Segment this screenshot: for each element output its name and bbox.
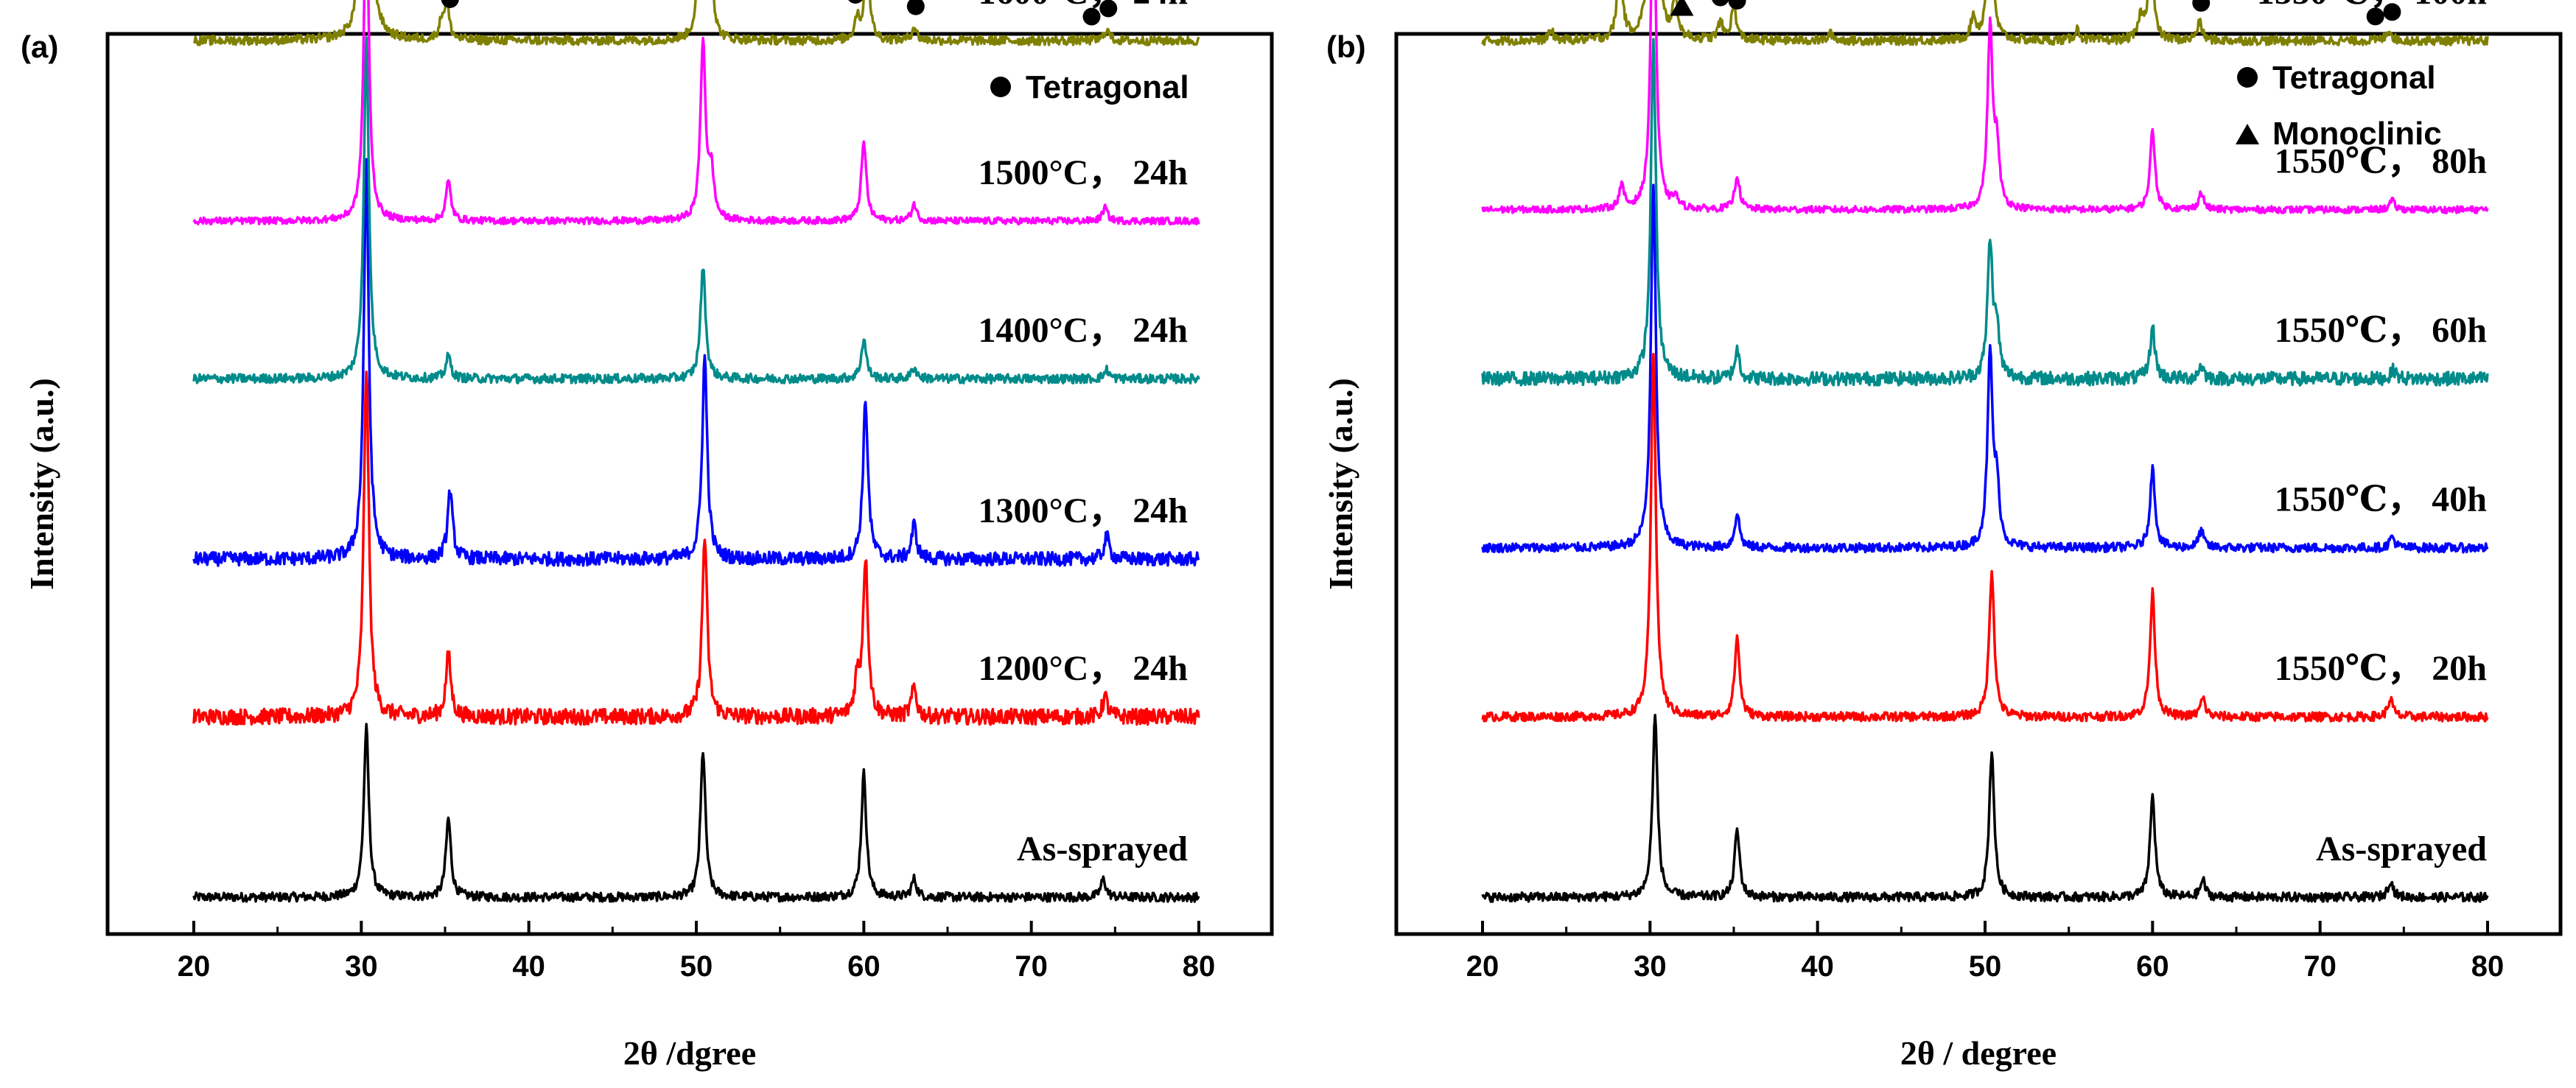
series-label: 1550℃， 40h <box>2275 480 2487 519</box>
x-tick-label: 20 <box>1466 950 1499 983</box>
tetragonal-marker <box>1082 7 1101 26</box>
tetragonal-marker <box>441 0 459 8</box>
series-label: 1550℃， 20h <box>2275 649 2487 688</box>
series-label: 1500°C， 24h <box>978 153 1188 192</box>
x-tick-label: 60 <box>2136 950 2169 983</box>
x-tick-label: 70 <box>2303 950 2337 983</box>
tetragonal-marker <box>906 0 925 15</box>
xrd-series-line <box>1481 0 2489 214</box>
panel-b-legend: Tetragonal Monoclinic <box>2236 60 2442 152</box>
x-tick-label: 60 <box>847 950 881 983</box>
panel-a-series-labels: As-sprayed 1200°C， 24h 1300°C， 24h 1400°C， … <box>978 0 1188 868</box>
panel-a-label: (a) <box>21 29 58 64</box>
series-label: 1550℃， 80h <box>2275 142 2487 181</box>
panel-a: (a) 20 30 40 50 60 70 80 As-sprayed 1200°C， 24h… <box>21 0 1274 1072</box>
legend-tetragonal-label: Tetragonal <box>2272 60 2436 96</box>
x-tick-label: 50 <box>1969 950 2002 983</box>
xrd-series-line <box>1481 38 2489 387</box>
series-label: 1400°C， 24h <box>978 311 1188 350</box>
tetragonal-marker <box>1728 0 1746 10</box>
panel-b-label: (b) <box>1326 29 1366 64</box>
panel-a-x-axis-label: 2θ /dgree <box>623 1034 756 1072</box>
legend-circle-icon <box>990 77 1011 97</box>
tetragonal-marker <box>1712 0 1729 7</box>
panel-a-series-group <box>192 0 1200 903</box>
xrd-series-line <box>1481 713 2489 903</box>
panel-b: (b) 20 30 40 50 60 70 80 As-sprayed 1550℃， 20h 1… <box>1322 0 2563 1072</box>
x-tick-label: 40 <box>512 950 545 983</box>
x-tick-label: 50 <box>680 950 713 983</box>
series-label: 1550℃， 100h <box>2257 0 2487 12</box>
panel-b-x-axis-label: 2θ / degree <box>1900 1034 2057 1072</box>
legend-circle-icon <box>2237 67 2258 88</box>
series-label: 1600°C， 24h <box>978 0 1188 12</box>
xrd-series-line <box>1481 183 2489 554</box>
tetragonal-marker <box>2383 3 2401 21</box>
tetragonal-marker <box>2366 7 2384 26</box>
tetragonal-marker <box>2192 0 2211 12</box>
panel-a-frame <box>105 32 1274 936</box>
panel-b-series-group <box>1481 0 2489 903</box>
xrd-series-line <box>192 158 1200 567</box>
series-label: As-sprayed <box>2316 829 2487 868</box>
x-tick-label: 30 <box>345 950 378 983</box>
monoclinic-marker <box>1670 0 1694 16</box>
xrd-series-line <box>192 0 1200 46</box>
xrd-series-line <box>192 0 1200 226</box>
panel-b-y-axis-label: Intensity (a.u.) <box>1322 378 1359 590</box>
panel-b-peak-markers <box>1670 0 2401 26</box>
panel-a-legend: Tetragonal <box>990 69 1189 105</box>
x-tick-label: 80 <box>1183 950 1216 983</box>
legend-tetragonal-label: Tetragonal <box>1026 69 1189 105</box>
xrd-series-line <box>192 36 1200 385</box>
xrd-series-line <box>1481 353 2489 723</box>
panel-b-x-ticks: 20 30 40 50 60 70 80 <box>1466 921 2505 983</box>
panel-b-series-labels: As-sprayed 1550℃， 20h 1550℃， 40h 1550℃， 60h… <box>2257 0 2488 868</box>
series-label: 1550℃， 60h <box>2275 311 2487 350</box>
panel-a-peak-markers <box>441 0 1118 26</box>
legend-monoclinic-label: Monoclinic <box>2272 116 2442 152</box>
panel-a-x-ticks: 20 30 40 50 60 70 80 <box>178 921 1216 983</box>
xrd-series-line <box>192 723 1200 903</box>
series-label: 1200°C， 24h <box>978 649 1188 688</box>
series-label: As-sprayed <box>1017 829 1188 868</box>
x-tick-label: 70 <box>1015 950 1048 983</box>
x-tick-label: 80 <box>2471 950 2505 983</box>
x-tick-label: 20 <box>178 950 211 983</box>
x-tick-label: 30 <box>1634 950 1667 983</box>
xrd-series-line <box>192 371 1200 726</box>
tetragonal-marker <box>848 0 863 4</box>
x-tick-label: 40 <box>1801 950 1834 983</box>
panel-b-frame <box>1394 32 2563 936</box>
panel-a-y-axis-label: Intensity (a.u.) <box>23 378 60 590</box>
legend-triangle-icon <box>2236 124 2259 144</box>
tetragonal-marker <box>1099 0 1118 18</box>
xrd-series-line <box>1481 0 2489 46</box>
series-label: 1300°C， 24h <box>978 491 1188 530</box>
